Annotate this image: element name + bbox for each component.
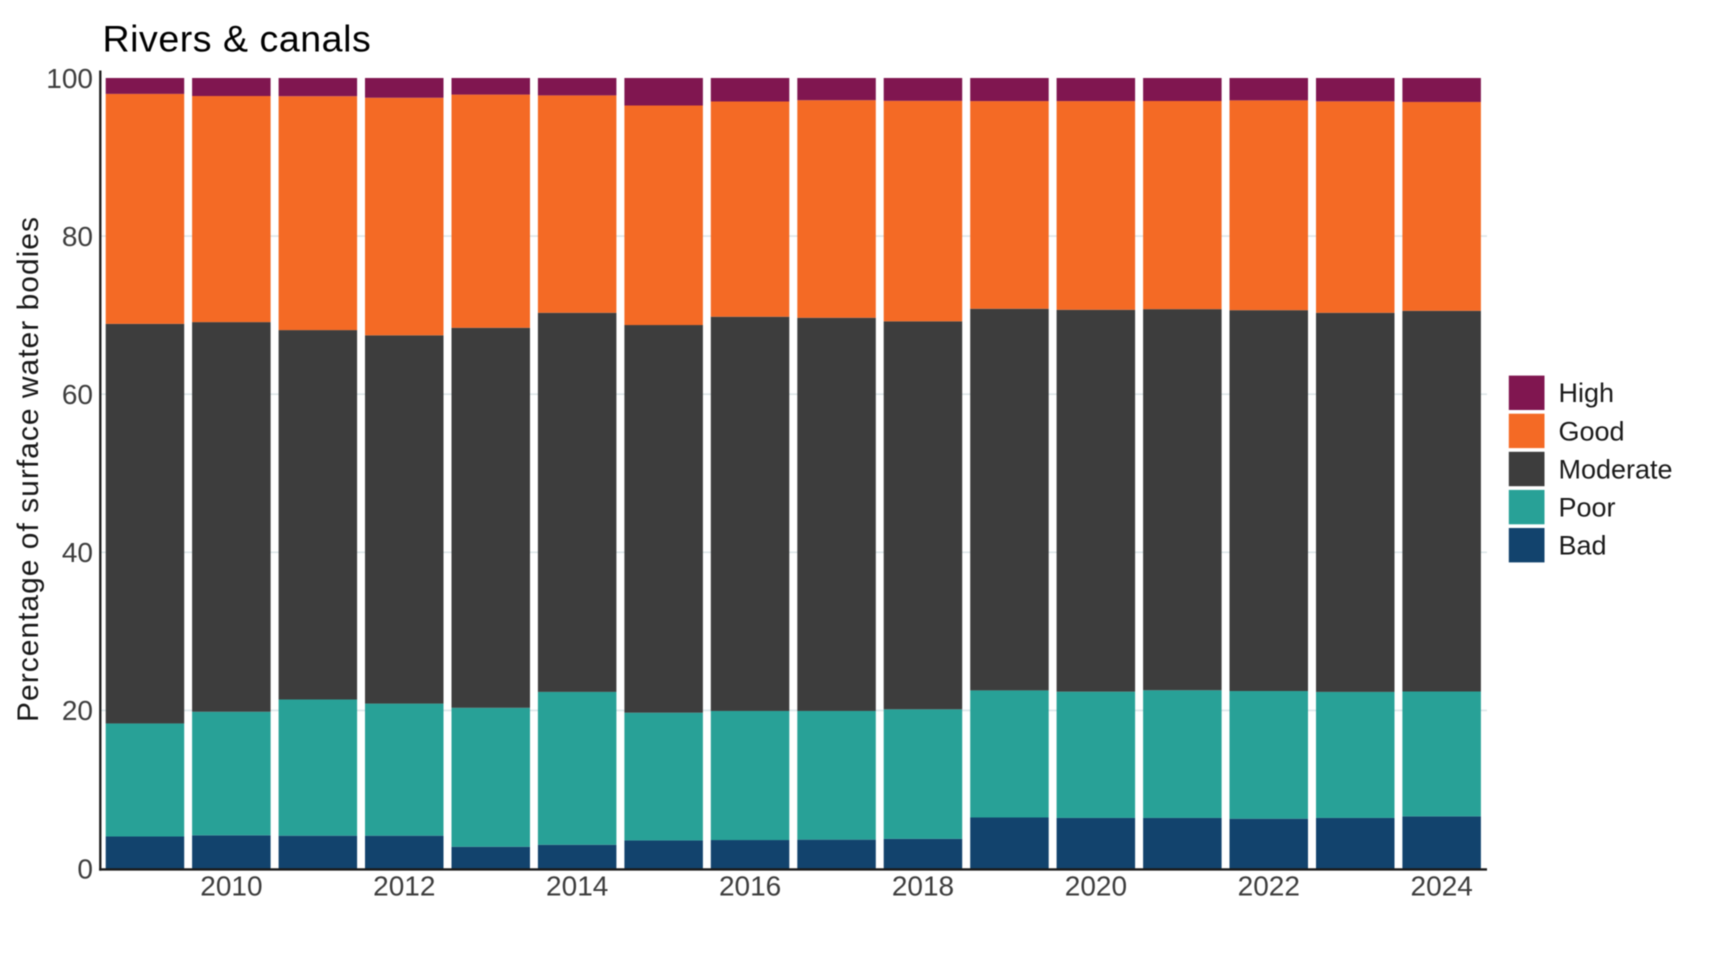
svg-text:High: High — [1559, 378, 1615, 408]
svg-text:2018: 2018 — [892, 871, 954, 902]
svg-text:2022: 2022 — [1238, 871, 1300, 902]
svg-text:2014: 2014 — [546, 871, 608, 902]
svg-text:80: 80 — [62, 221, 93, 252]
svg-text:2016: 2016 — [719, 871, 781, 902]
svg-text:60: 60 — [62, 379, 93, 410]
svg-text:100: 100 — [46, 63, 93, 94]
svg-text:2012: 2012 — [373, 871, 435, 902]
svg-text:Moderate: Moderate — [1559, 454, 1673, 484]
svg-text:Bad: Bad — [1559, 531, 1607, 561]
svg-text:20: 20 — [62, 695, 93, 726]
svg-text:Percentage of surface water bo: Percentage of surface water bodies — [12, 216, 45, 722]
svg-text:Poor: Poor — [1559, 493, 1616, 523]
svg-text:Good: Good — [1559, 416, 1625, 446]
svg-text:2020: 2020 — [1065, 871, 1127, 902]
svg-text:40: 40 — [62, 537, 93, 568]
svg-text:2010: 2010 — [200, 871, 262, 902]
svg-text:0: 0 — [77, 853, 93, 884]
svg-text:Rivers & canals: Rivers & canals — [103, 18, 372, 60]
svg-text:2024: 2024 — [1411, 871, 1473, 902]
